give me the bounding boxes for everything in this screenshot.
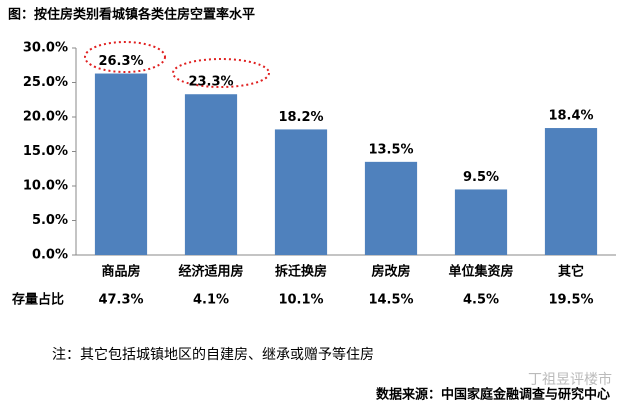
value-label: 18.4% xyxy=(548,109,593,124)
bar xyxy=(454,189,508,255)
share-value: 47.3% xyxy=(98,293,143,308)
value-label: 18.2% xyxy=(278,110,323,125)
note: 注：其它包括城镇地区的自建房、继承或赠予等住房 xyxy=(52,346,374,363)
x-tick-label: 单位集资房 xyxy=(448,264,513,280)
value-label: 9.5% xyxy=(463,170,499,185)
y-tick-label: 20.0% xyxy=(23,110,68,125)
bar xyxy=(544,128,598,255)
y-tick-label: 25.0% xyxy=(23,75,68,90)
share-value: 4.1% xyxy=(193,293,229,308)
highlight-ellipse xyxy=(172,58,270,88)
x-tick-label: 经济适用房 xyxy=(178,264,243,280)
chart-title: 图：按住房类别看城镇各类住房空置率水平 xyxy=(8,7,255,23)
share-value: 14.5% xyxy=(368,293,413,308)
value-label: 26.3% xyxy=(98,54,143,69)
share-value: 4.5% xyxy=(463,293,499,308)
value-label: 13.5% xyxy=(368,142,413,157)
share-value: 19.5% xyxy=(548,293,593,308)
y-tick-label: 15.0% xyxy=(23,144,68,159)
bar xyxy=(274,129,328,255)
bar xyxy=(364,161,418,255)
x-tick-label: 拆迁换房 xyxy=(275,264,327,280)
bar xyxy=(94,73,148,255)
value-label: 23.3% xyxy=(188,75,233,90)
y-tick-label: 30.0% xyxy=(23,41,68,56)
x-tick-label: 房改房 xyxy=(371,264,410,280)
bar xyxy=(184,94,238,255)
y-tick-label: 5.0% xyxy=(32,213,68,228)
source: 数据来源：中国家庭金融调查与研究中心 xyxy=(376,387,610,403)
share-value: 10.1% xyxy=(278,293,323,308)
watermark: 丁祖昱评楼市 xyxy=(528,371,612,388)
x-tick-label: 商品房 xyxy=(101,264,140,280)
y-tick-label: 0.0% xyxy=(32,248,68,263)
x-tick-label: 其它 xyxy=(558,264,584,280)
highlight-ellipse xyxy=(84,41,166,73)
share-row-label: 存量占比 xyxy=(12,292,64,308)
y-tick-label: 10.0% xyxy=(23,179,68,194)
